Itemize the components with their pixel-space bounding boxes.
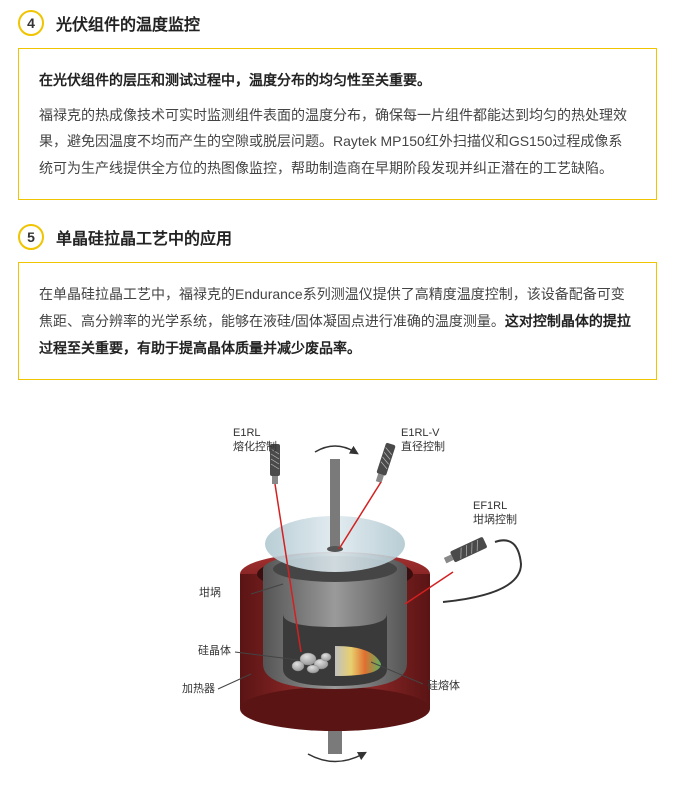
label-e1rlv-1: E1RL-V xyxy=(401,427,440,439)
label-crystal: 硅晶体 xyxy=(198,643,231,657)
section-number-badge: 5 xyxy=(18,224,44,250)
section-number: 5 xyxy=(27,229,35,245)
section-4-header: 4 光伏组件的温度监控 xyxy=(18,10,657,36)
label-heater: 加热器 xyxy=(182,682,215,695)
label-e1rlv-2: 直径控制 xyxy=(401,439,445,453)
label-e1rl-1: E1RL xyxy=(233,427,261,439)
section-title: 单晶硅拉晶工艺中的应用 xyxy=(56,225,232,249)
section-body: 福禄克的热成像技术可实时监测组件表面的温度分布，确保每一片组件都能达到均匀的热处… xyxy=(39,102,636,182)
label-ef1rl-1: EF1RL xyxy=(473,500,507,512)
section-5-header: 5 单晶硅拉晶工艺中的应用 xyxy=(18,224,657,250)
diagram-svg: E1RL 熔化控制 E1RL-V 直径控制 EF1RL 坩埚控制 坩埚 硅晶体 … xyxy=(123,414,553,774)
label-melt: 硅熔体 xyxy=(427,678,460,692)
section-number: 4 xyxy=(27,15,35,31)
label-ef1rl-2: 坩埚控制 xyxy=(473,512,517,526)
crystal-growth-diagram: E1RL 熔化控制 E1RL-V 直径控制 EF1RL 坩埚控制 坩埚 硅晶体 … xyxy=(18,404,657,774)
section-number-badge: 4 xyxy=(18,10,44,36)
section-4-content: 在光伏组件的层压和测试过程中，温度分布的均匀性至关重要。 福禄克的热成像技术可实… xyxy=(18,48,657,200)
section-title: 光伏组件的温度监控 xyxy=(56,11,200,35)
section-5-content: 在单晶硅拉晶工艺中，福禄克的Endurance系列测温仪提供了高精度温度控制，该… xyxy=(18,262,657,380)
section-lead: 在光伏组件的层压和测试过程中，温度分布的均匀性至关重要。 xyxy=(39,67,636,94)
section-4: 4 光伏组件的温度监控 在光伏组件的层压和测试过程中，温度分布的均匀性至关重要。… xyxy=(18,10,657,200)
label-e1rl-2: 熔化控制 xyxy=(233,439,277,453)
section-5: 5 单晶硅拉晶工艺中的应用 在单晶硅拉晶工艺中，福禄克的Endurance系列测… xyxy=(18,224,657,380)
section-body: 在单晶硅拉晶工艺中，福禄克的Endurance系列测温仪提供了高精度温度控制，该… xyxy=(39,281,636,361)
label-crucible: 坩埚 xyxy=(199,585,221,599)
